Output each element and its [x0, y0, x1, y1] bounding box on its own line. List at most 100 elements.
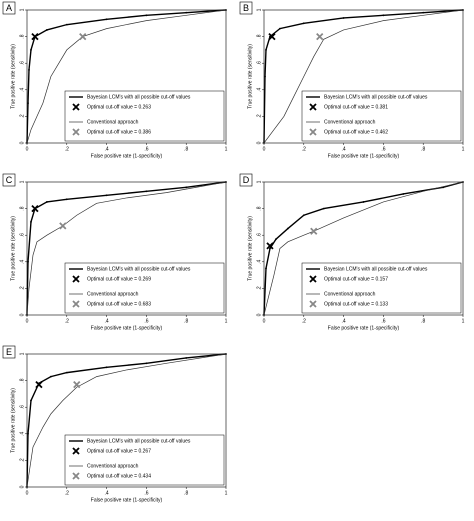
legend-cross [72, 300, 80, 308]
x-tick-label: 0 [26, 490, 29, 496]
roc-line [263, 9, 464, 144]
roc-point [27, 432, 29, 435]
x-tick-label: .4 [342, 318, 346, 324]
plot-frame [263, 181, 464, 316]
legend-box [64, 90, 225, 142]
y-tick-label: 0 [19, 141, 25, 144]
roc-point [279, 27, 281, 30]
optimal-point [35, 380, 43, 389]
x-tick-label: .4 [105, 146, 109, 152]
optimal-point [59, 222, 67, 230]
x-axis-label: False positive rate (1-specificity) [91, 153, 163, 159]
y-axis-label: True positive rate (sensitivity) [10, 216, 16, 281]
x-tick-label: 1 [462, 146, 465, 152]
x-tick-label: .2 [65, 318, 69, 324]
x-tick-label: .8 [421, 318, 425, 324]
panel-label-box [2, 1, 16, 15]
y-tick-label: .8 [256, 206, 262, 210]
optimal-point [316, 32, 324, 41]
y-tick-label: .2 [256, 286, 262, 290]
roc-point [65, 23, 68, 26]
y-tick-label: 1 [19, 180, 25, 183]
y-tick-label: .2 [19, 286, 25, 290]
legend-label: Optimal cut-off value = 0.386 [87, 129, 151, 135]
legend-cross [309, 300, 317, 308]
plot-frame [263, 9, 464, 144]
x-tick-label: 0 [26, 318, 29, 324]
x-tick-label: 1 [225, 146, 228, 152]
y-tick-label: .6 [256, 61, 262, 65]
legend-label: Optimal cut-off value = 0.133 [324, 301, 388, 307]
legend-label: Conventional approach [324, 119, 376, 125]
y-tick-label: .4 [19, 259, 25, 263]
roc-point [30, 221, 32, 223]
x-tick-label: .2 [302, 146, 306, 152]
roc-point [269, 247, 271, 250]
y-tick-label: 0 [19, 313, 25, 316]
x-tick-label: .8 [184, 490, 188, 496]
roc-point [105, 194, 108, 197]
legend-label: Bayesian LCM's with all possible cut-off… [87, 266, 191, 272]
x-tick-label: 1 [462, 318, 465, 324]
roc-point [265, 49, 267, 51]
legend-box [64, 262, 225, 314]
legend-box [64, 434, 225, 486]
roc-point [265, 267, 267, 270]
y-tick-label: .8 [256, 34, 262, 38]
legend-label: Optimal cut-off value = 0.381 [324, 104, 388, 110]
optimal-point [266, 242, 274, 250]
panel-label: A [6, 3, 12, 13]
roc-point [46, 201, 48, 203]
x-axis-label: False positive rate (1-specificity) [328, 153, 400, 159]
y-tick-label: 0 [256, 141, 262, 144]
roc-point [422, 11, 425, 14]
y-tick-label: .8 [19, 206, 25, 210]
y-tick-label: 0 [256, 313, 262, 316]
legend-label: Optimal cut-off value = 0.269 [87, 276, 151, 282]
x-tick-label: .4 [342, 146, 346, 152]
legend-cross [72, 447, 80, 455]
panel-label: E [6, 347, 12, 357]
roc-point [105, 366, 108, 369]
legend-cross [72, 275, 80, 283]
optimal-point [79, 32, 87, 41]
y-tick-label: .2 [256, 114, 262, 118]
legend-label: Optimal cut-off value = 0.683 [87, 301, 151, 307]
legend-label: Optimal cut-off value = 0.157 [324, 276, 388, 282]
roc-point [145, 362, 148, 365]
legend-label: Optimal cut-off value = 0.263 [87, 104, 151, 110]
plot-frame [26, 9, 227, 144]
roc-point [46, 29, 48, 31]
x-axis-label: False positive rate (1-specificity) [91, 497, 163, 503]
y-axis-label: True positive rate (sensitivity) [247, 216, 253, 281]
legend-label: Conventional approach [87, 291, 139, 297]
roc-point [65, 371, 68, 374]
x-tick-label: .6 [144, 490, 148, 496]
roc-point [27, 102, 29, 104]
roc-point [145, 190, 148, 193]
panel-label: B [243, 3, 249, 13]
x-tick-label: .8 [184, 146, 188, 152]
x-tick-label: .2 [65, 146, 69, 152]
roc-point [402, 193, 405, 195]
y-tick-label: .6 [19, 233, 25, 237]
optimal-point [31, 32, 39, 41]
roc-line [26, 9, 227, 144]
roc-point [145, 14, 148, 17]
y-tick-label: 1 [256, 180, 262, 183]
legend-label: Optimal cut-off value = 0.434 [87, 473, 151, 479]
x-tick-label: 0 [26, 146, 29, 152]
roc-line [26, 353, 227, 488]
x-tick-label: 1 [225, 318, 228, 324]
legend-label: Bayesian LCM's with all possible cut-off… [324, 94, 428, 100]
panel-label-box [2, 345, 16, 359]
roc-point [185, 357, 188, 359]
roc-point [342, 17, 345, 19]
legend-label: Conventional approach [87, 119, 139, 125]
legend-cross [309, 275, 317, 283]
x-axis-label: False positive rate (1-specificity) [328, 325, 400, 331]
x-tick-label: .4 [105, 318, 109, 324]
roc-line [26, 181, 227, 316]
roc-point [105, 18, 108, 21]
legend-box [301, 90, 462, 142]
